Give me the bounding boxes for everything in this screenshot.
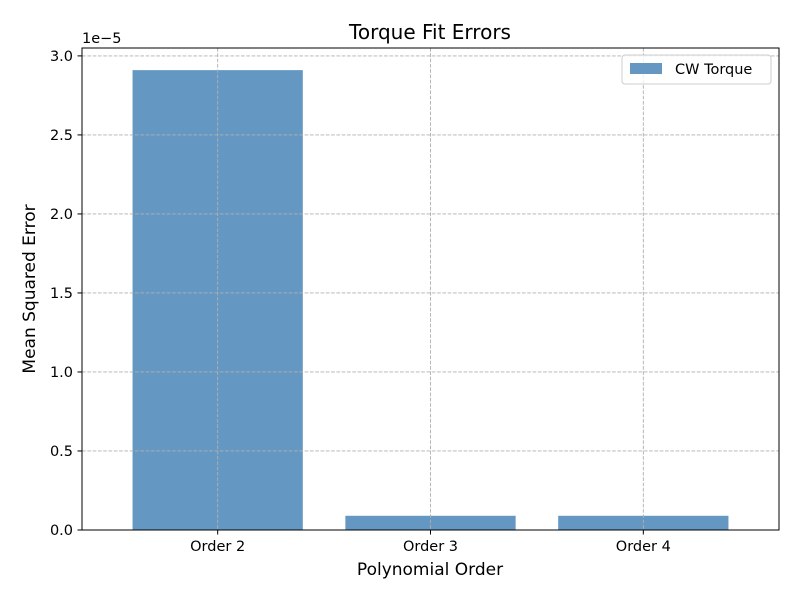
legend: CW Torque (621, 54, 772, 85)
x-axis-label: Polynomial Order (357, 560, 503, 580)
chart-title: Torque Fit Errors (348, 20, 511, 44)
y-tick-label: 3.0 (50, 49, 73, 65)
y-tick-label: 1.5 (50, 286, 73, 302)
y-tick-label: 2.5 (50, 128, 73, 144)
legend-label: CW Torque (675, 62, 752, 78)
y-tick-label: 2.0 (50, 207, 73, 223)
y-tick-label: 0.5 (50, 444, 73, 460)
y-axis-label: Mean Squared Error (20, 204, 40, 373)
legend-frame (621, 54, 772, 85)
y-tick-label: 1.0 (50, 365, 73, 381)
legend-swatch (630, 63, 662, 74)
x-tick-label: Order 4 (616, 539, 671, 555)
x-tick-label: Order 3 (403, 539, 458, 555)
ticks: 0.0 0.5 1.0 1.5 2.0 2.5 3.0 Order 2 Order 3 Order… (50, 49, 671, 555)
x-tick-label: Order 2 (190, 539, 245, 555)
y-axis-offset-label: 1e−5 (82, 31, 122, 47)
y-tick-label: 0.0 (50, 523, 73, 539)
